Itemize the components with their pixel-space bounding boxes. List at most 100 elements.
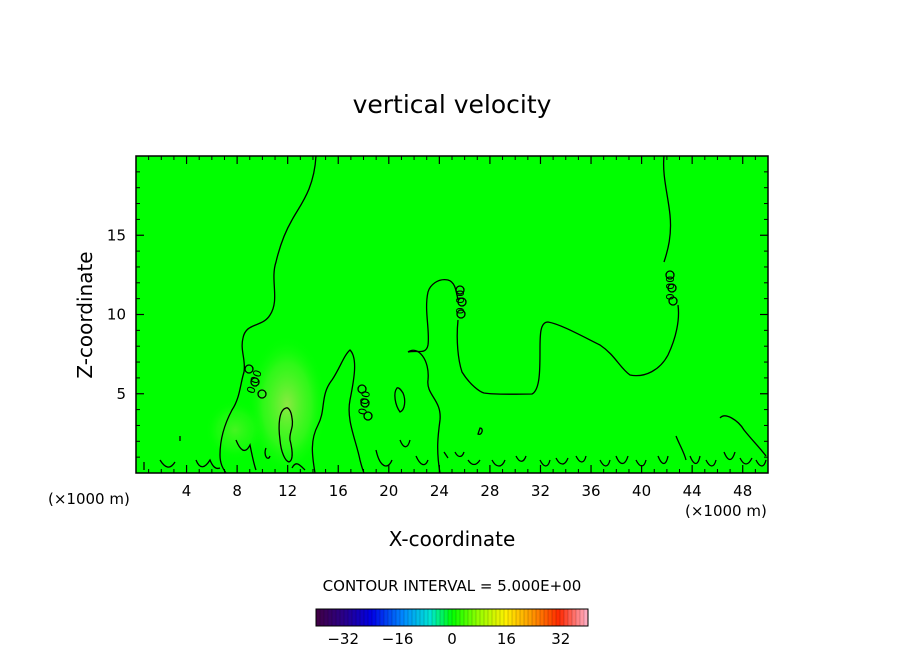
updraft-contour (278, 407, 294, 463)
colorbar-tick-label: −16 (382, 630, 414, 648)
x-axis: 4 8 12 16 20 24 28 32 36 40 44 48 (148, 156, 756, 500)
colorbar-swatch (340, 609, 345, 626)
colorbar-swatch (584, 609, 589, 626)
chart-title: vertical velocity (353, 90, 552, 119)
colorbar-swatch (400, 609, 405, 626)
colorbar-swatch (368, 609, 373, 626)
blob-near-20 (394, 387, 406, 413)
colorbar-swatch (396, 609, 401, 626)
zero-contour-trough (456, 304, 680, 395)
colorbar-swatch (516, 609, 521, 626)
colorbar-swatch (320, 609, 325, 626)
colorbar-swatch (576, 609, 581, 626)
colorbar-swatch (480, 609, 485, 626)
colorbar-swatch (324, 609, 329, 626)
zero-contour-left (219, 156, 317, 473)
x-tick-label: 20 (379, 482, 398, 500)
colorbar-swatch (360, 609, 365, 626)
colorbar-tick-label: 16 (497, 630, 516, 648)
colorbar-frame (315, 608, 589, 627)
colorbar-swatch (328, 609, 333, 626)
colorbar-swatch (496, 609, 501, 626)
colorbar-swatch (388, 609, 393, 626)
colorbar-swatch (380, 609, 385, 626)
colorbar-swatch (376, 609, 381, 626)
colorbar-swatch (500, 609, 505, 626)
colorbar-swatch (468, 609, 473, 626)
colorbar: −32 −16 0 16 32 (315, 608, 589, 648)
x-tick-label: 28 (480, 482, 499, 500)
colorbar-swatch (364, 609, 369, 626)
x-unit-left: (×1000 m) (48, 490, 130, 508)
colorbar-swatch (456, 609, 461, 626)
contour-lines (143, 156, 767, 473)
zero-contour-middle (311, 349, 365, 473)
colorbar-swatch (352, 609, 357, 626)
colorbar-swatch (508, 609, 513, 626)
x-unit-right: (×1000 m) (685, 502, 767, 520)
colorbar-swatch (548, 609, 553, 626)
colorbar-tick-label: 0 (447, 630, 457, 648)
colorbar-swatch (580, 609, 585, 626)
colorbar-swatch (432, 609, 437, 626)
colorbar-swatch (404, 609, 409, 626)
colorbar-swatch (532, 609, 537, 626)
y-tick-label: 5 (116, 385, 126, 403)
colorbar-swatch (408, 609, 413, 626)
colorbar-swatch (444, 609, 449, 626)
colorbar-swatch (440, 609, 445, 626)
contour-interval: CONTOUR INTERVAL = 5.000E+00 (323, 577, 582, 595)
contour-label-4: 0.00 (356, 390, 373, 416)
colorbar-tick-label: −32 (327, 630, 359, 648)
colorbar-swatch (488, 609, 493, 626)
y-tick-label: 10 (107, 306, 126, 324)
colorbar-swatch (452, 609, 457, 626)
colorbar-swatch (464, 609, 469, 626)
x-tick-label: 40 (632, 482, 651, 500)
zero-contour-upper (407, 279, 459, 353)
colorbar-swatch (564, 609, 569, 626)
colorbar-swatch (520, 609, 525, 626)
colorbar-swatch (544, 609, 549, 626)
contour-label-1: 0.00 (454, 290, 467, 315)
colorbar-swatch (424, 609, 429, 626)
colorbar-swatch (556, 609, 561, 626)
x-tick-label: 32 (531, 482, 550, 500)
colorbar-swatch (416, 609, 421, 626)
colorbar-swatch (412, 609, 417, 626)
colorbar-swatch (448, 609, 453, 626)
surface-turbulence (143, 415, 767, 471)
colorbar-swatch (528, 609, 533, 626)
colorbar-swatch (460, 609, 465, 626)
colorbar-swatch (540, 609, 545, 626)
colorbar-swatch (524, 609, 529, 626)
y-axis-label: Z-coordinate (73, 251, 97, 378)
colorbar-swatch (356, 609, 361, 626)
colorbar-swatch (552, 609, 557, 626)
colorbar-swatch (436, 609, 441, 626)
zero-contour-plateau (407, 349, 441, 473)
x-tick-label: 16 (329, 482, 348, 500)
colorbar-swatch (316, 609, 321, 626)
colorbar-swatch (332, 609, 337, 626)
zero-contour-right (662, 156, 672, 263)
colorbar-swatch (512, 609, 517, 626)
colorbar-swatch (536, 609, 541, 626)
x-tick-label: 4 (182, 482, 192, 500)
colorbar-swatch (484, 609, 489, 626)
colorbar-swatch (428, 609, 433, 626)
x-axis-label: X-coordinate (389, 527, 516, 551)
colorbar-swatch (384, 609, 389, 626)
x-tick-label: 8 (232, 482, 242, 500)
colorbar-swatch (344, 609, 349, 626)
colorbar-swatch (568, 609, 573, 626)
colorbar-swatch (472, 609, 477, 626)
colorbar-swatch (348, 609, 353, 626)
y-axis: 5 10 15 (107, 171, 768, 458)
contour-label-2: 0.00 (664, 276, 677, 301)
colorbar-swatch (372, 609, 377, 626)
colorbar-swatch (560, 609, 565, 626)
x-tick-label: 44 (683, 482, 702, 500)
colorbar-swatch (392, 609, 397, 626)
